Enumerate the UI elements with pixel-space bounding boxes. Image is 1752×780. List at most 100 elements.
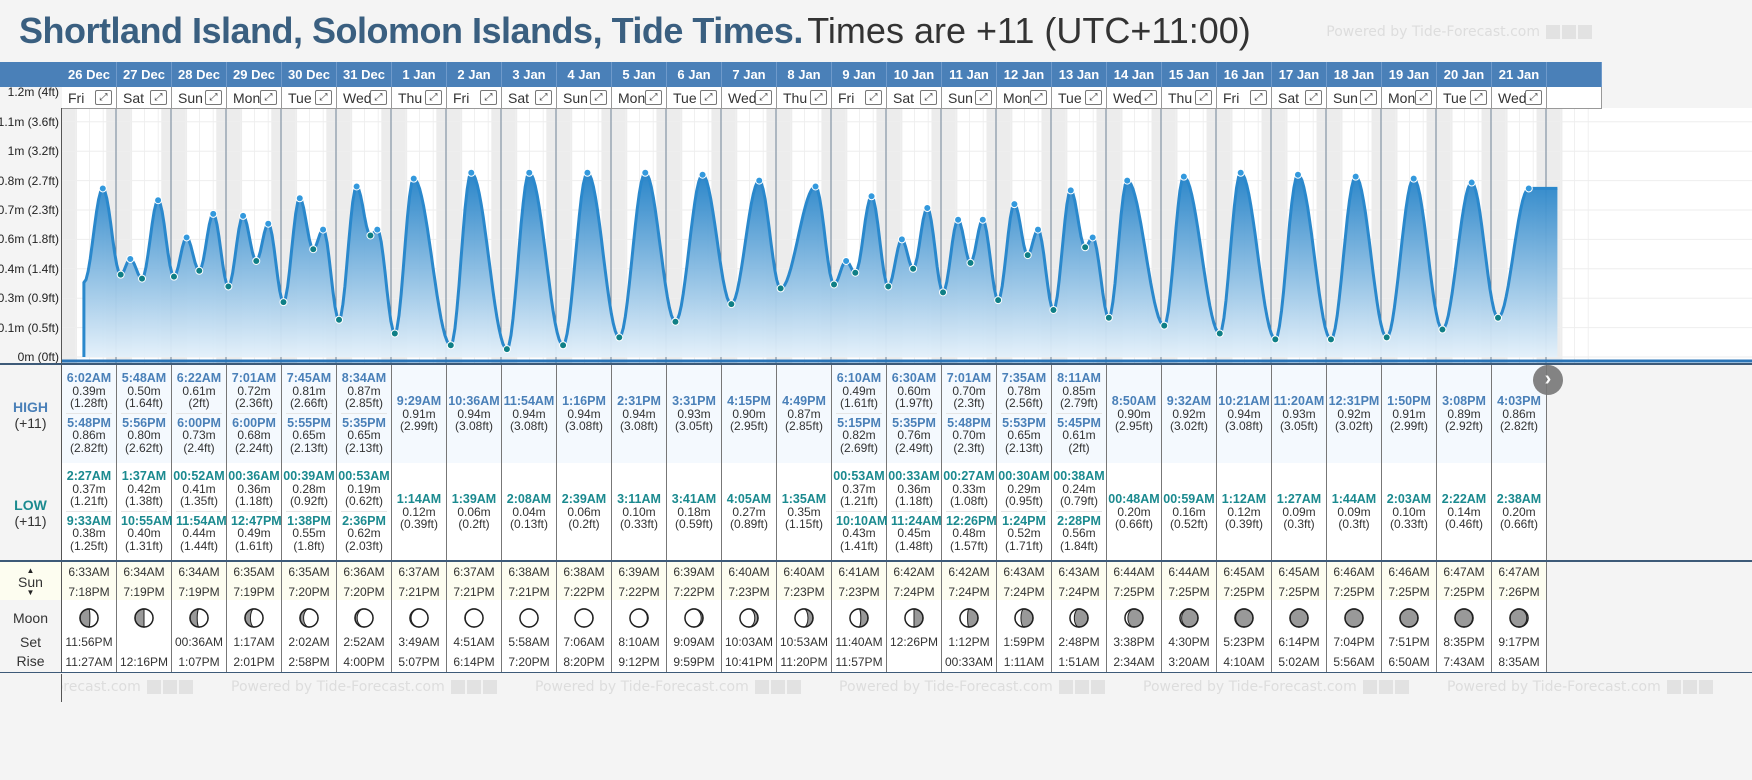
moon-cell: 9:17PM 8:35AM xyxy=(1492,600,1547,672)
moon-phase-icon xyxy=(684,608,704,628)
low-tide-point xyxy=(1438,325,1447,334)
low-tide-point xyxy=(279,298,288,307)
tide-height-m: 0.48m xyxy=(952,526,986,540)
expand-icon[interactable]: ⤢ xyxy=(1030,90,1047,105)
expand-icon[interactable]: ⤢ xyxy=(1360,90,1377,105)
tide-height-ft: (1.08ft) xyxy=(949,494,988,508)
sun-cell: 6:40AM 7:23PM xyxy=(722,562,777,600)
tide-time: 3:08PM xyxy=(1442,394,1486,408)
powered-by-text: Powered by Tide-Forecast.com xyxy=(1326,24,1540,40)
tide-height-ft: (3.02ft) xyxy=(1334,419,1373,433)
expand-icon[interactable]: ⤢ xyxy=(755,90,772,105)
expand-icon[interactable]: ⤢ xyxy=(865,90,882,105)
night-shading xyxy=(1382,108,1398,365)
expand-icon[interactable]: ⤢ xyxy=(425,90,442,105)
sunrise-time: 6:35AM xyxy=(288,565,330,579)
tide-time: 7:45AM xyxy=(286,371,332,385)
expand-icon[interactable]: ⤢ xyxy=(150,90,167,105)
expand-icon[interactable]: ⤢ xyxy=(975,90,992,105)
tide-height-m: 0.44m xyxy=(182,526,216,540)
tide-height-m: 0.90m xyxy=(1117,406,1151,421)
expand-icon[interactable]: ⤢ xyxy=(1085,90,1102,105)
low-tide-point xyxy=(830,280,839,289)
next-days-button[interactable]: › xyxy=(1533,365,1563,395)
expand-icon[interactable]: ⤢ xyxy=(590,90,607,105)
tide-time: 2:22AM xyxy=(1441,492,1487,506)
expand-icon[interactable]: ⤢ xyxy=(645,90,662,105)
moonrise-time: 5:56AM xyxy=(1333,655,1375,669)
expand-icon[interactable]: ⤢ xyxy=(95,90,112,105)
tide-event: 00:27AM 0.33m (1.08ft) xyxy=(942,463,996,508)
tide-event: 10:10AM 0.43m (1.41ft) xyxy=(836,510,887,553)
sun-cell: 6:37AM 7:21PM xyxy=(392,562,447,600)
expand-icon[interactable]: ⤢ xyxy=(1250,90,1267,105)
moon-phase-icon xyxy=(1234,608,1254,628)
expand-icon[interactable]: ⤢ xyxy=(315,90,332,105)
date-header: 4 Jan xyxy=(557,62,612,87)
moonset-time: 1:17AM xyxy=(233,635,275,649)
expand-icon[interactable]: ⤢ xyxy=(535,90,552,105)
tide-time: 2:38AM xyxy=(1496,492,1542,506)
day-label: Fri xyxy=(1223,90,1240,106)
expand-icon[interactable]: ⤢ xyxy=(1415,90,1432,105)
tide-event: 3:31PM 0.93m (3.05ft) xyxy=(667,365,721,433)
tide-height-m: 0.94m xyxy=(567,406,601,421)
day-label: Tue xyxy=(1443,90,1467,106)
sunset-time: 7:18PM xyxy=(68,585,110,599)
moonrise-label: Rise xyxy=(16,653,45,669)
expand-icon[interactable]: ⤢ xyxy=(1525,90,1542,105)
date-header: 18 Jan xyxy=(1327,62,1382,87)
high-tide-point xyxy=(1351,172,1360,181)
date-header: 11 Jan xyxy=(942,62,997,87)
expand-icon[interactable]: ⤢ xyxy=(205,90,222,105)
expand-icon[interactable]: ⤢ xyxy=(1195,90,1212,105)
night-shading xyxy=(1151,108,1162,365)
expand-icon[interactable]: ⤢ xyxy=(1305,90,1322,105)
date-header: 8 Jan xyxy=(777,62,832,87)
tide-height-m: 0.93m xyxy=(1282,406,1316,421)
tide-time: 8:11AM xyxy=(1057,371,1101,385)
low-tide-point xyxy=(939,288,948,297)
expand-icon[interactable]: ⤢ xyxy=(260,90,277,105)
expand-icon[interactable]: ⤢ xyxy=(1140,90,1157,105)
expand-icon[interactable]: ⤢ xyxy=(810,90,827,105)
tide-height-m: 0.90m xyxy=(732,406,766,421)
tide-time: 12:47PM xyxy=(231,513,282,528)
expand-icon[interactable]: ⤢ xyxy=(700,90,717,105)
tide-height-ft: (1.15ft) xyxy=(784,517,823,531)
night-shading xyxy=(1492,108,1508,365)
y-tick-label: 0.7m (2.3ft) xyxy=(0,203,59,217)
high-tide-cell: 6:10AM 0.49m (1.61ft) 5:15PM 0.82m (2.69ft) xyxy=(832,365,887,463)
low-tide-cell: 00:30AM 0.29m (0.95ft) 1:24PM 0.52m (1.71ft) xyxy=(997,463,1052,561)
tide-time: 00:33AM xyxy=(888,469,940,483)
day-of-week: Tue ⤢ xyxy=(282,87,337,109)
tide-time: 2:36PM xyxy=(342,513,386,528)
expand-icon[interactable]: ⤢ xyxy=(1470,90,1487,105)
tide-time: 9:29AM xyxy=(396,394,442,408)
tide-height-ft: (2.95ft) xyxy=(729,419,768,433)
expand-icon[interactable]: ⤢ xyxy=(920,90,937,105)
day-column: 28 Dec Sun ⤢ xyxy=(172,62,227,109)
date-header: 10 Jan xyxy=(887,62,942,87)
moonset-time: 2:02AM xyxy=(288,635,330,649)
day-column: 6 Jan Tue ⤢ xyxy=(667,62,722,109)
tide-height-ft: (1.28ft) xyxy=(69,396,108,410)
high-tide-cell: 8:50AM 0.90m (2.95ft) xyxy=(1107,365,1162,463)
header-corner xyxy=(0,62,62,87)
tide-height-m: 0.76m xyxy=(897,428,931,442)
sun-label: Sun xyxy=(18,574,43,590)
low-tide-cell: 1:27AM 0.09m (0.3ft) xyxy=(1272,463,1327,561)
date-header: 6 Jan xyxy=(667,62,722,87)
tide-height-m: 0.92m xyxy=(1337,406,1371,421)
sunrise-time: 6:42AM xyxy=(948,565,990,579)
tide-height-ft: (0.13ft) xyxy=(509,517,548,531)
expand-icon[interactable]: ⤢ xyxy=(480,90,497,105)
tide-time: 2:28PM xyxy=(1057,513,1101,528)
y-tick-label: 1.1m (3.6ft) xyxy=(0,114,59,129)
moon-cell: 9:09AM 9:59PM xyxy=(667,600,722,672)
expand-icon[interactable]: ⤢ xyxy=(370,90,387,105)
tide-height-m: 0.94m xyxy=(1227,406,1261,421)
moon-cell: 8:10AM 9:12PM xyxy=(612,600,667,672)
sun-cell: 6:43AM 7:24PM xyxy=(997,562,1052,600)
tide-event: 00:30AM 0.29m (0.95ft) xyxy=(997,463,1051,508)
